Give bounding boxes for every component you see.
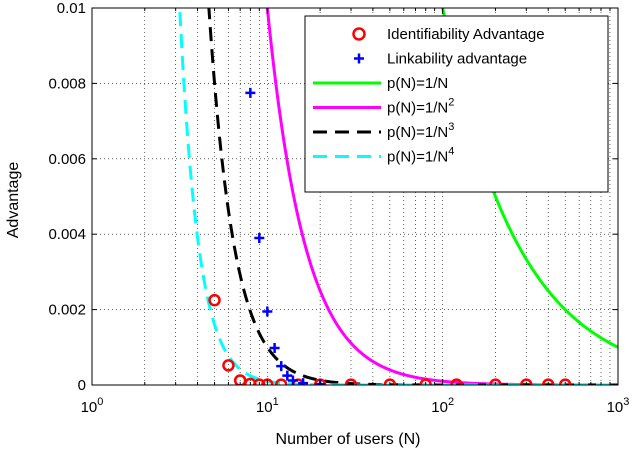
legend-label: Linkability advantage (387, 51, 527, 68)
x-tick-label: 100 (81, 396, 104, 416)
y-tick-label: 0.004 (48, 226, 86, 243)
series-line-1 (441, 8, 618, 349)
linkability-point (245, 87, 256, 98)
legend-label: p(N)=1/N4 (387, 146, 454, 166)
legend-symbol-plus (354, 53, 364, 64)
y-axis-label: Advantage (5, 162, 22, 239)
legend-label: p(N)=1/N (387, 75, 448, 92)
axes: 0 0.002 0.004 0.006 0.008 0.01 100 101 102 103 (48, 0, 629, 416)
linkability-point (298, 378, 309, 385)
legend-symbol-circle (352, 27, 366, 41)
legend-box (304, 15, 609, 193)
identifiability-point (208, 293, 221, 307)
legend-label: p(N)=1/N3 (387, 121, 454, 141)
x-tick-label: 101 (256, 396, 279, 416)
linkability-point (254, 232, 265, 243)
y-tick-label: 0.006 (48, 151, 86, 168)
legend-label: p(N)=1/N2 (387, 97, 454, 117)
linkability-point (276, 361, 287, 372)
y-tick-label: 0 (78, 377, 86, 394)
linkability-point (287, 375, 298, 385)
x-tick-label: 102 (431, 396, 454, 416)
plot-frame (91, 7, 619, 386)
linkability-point (282, 370, 293, 381)
linkability-point (269, 343, 280, 354)
x-axis-label: Number of users (N) (276, 431, 421, 448)
y-tick-label: 0.01 (57, 0, 86, 17)
legend-label: Identifiability Advantage (387, 26, 545, 43)
y-tick-label: 0.008 (48, 75, 86, 92)
x-tick-label: 103 (607, 396, 630, 416)
y-tick-label: 0.002 (48, 302, 86, 319)
linkability-point (262, 306, 273, 317)
identifiability-point (222, 359, 235, 372)
legend: Identifiability Advantage Linkability adv… (304, 15, 609, 193)
